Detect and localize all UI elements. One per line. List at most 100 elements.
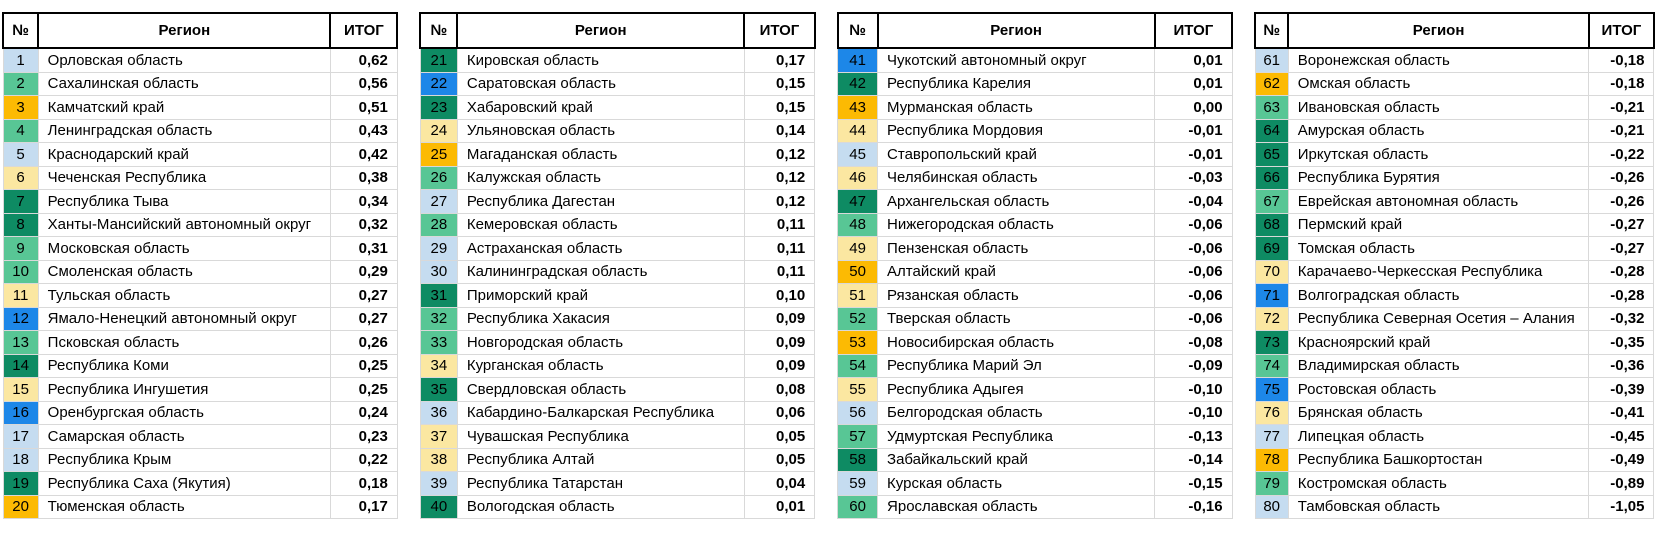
total-value-cell: -0,09	[1154, 353, 1233, 378]
rank-number-cell: 58	[837, 447, 879, 472]
table-row: 12 Ямало-Ненецкий автономный округ 0,27	[2, 306, 398, 331]
rank-number-cell: 41	[837, 48, 879, 73]
region-name-cell: Брянская область	[1287, 400, 1590, 425]
region-name-cell: Самарская область	[37, 424, 331, 449]
region-name-cell: Республика Северная Осетия – Алания	[1287, 306, 1590, 331]
table-row: 17 Самарская область 0,23	[2, 424, 398, 449]
total-value-cell: 0,12	[743, 189, 816, 214]
rank-number-cell: 25	[419, 142, 458, 167]
ranking-table-1-20: № Регион ИТОГ 1 Орловская область 0,62 2 Сах…	[1, 12, 399, 519]
rank-number-cell: 68	[1254, 212, 1289, 237]
rank-number-cell: 8	[2, 212, 39, 237]
total-value-cell: 0,00	[1154, 95, 1233, 120]
table-row: 10 Смоленская область 0,29	[2, 259, 398, 284]
total-value-cell: 0,01	[1154, 71, 1233, 96]
table-row: 75 Ростовская область -0,39	[1254, 377, 1655, 402]
region-name-cell: Ростовская область	[1287, 377, 1590, 402]
region-name-cell: Костромская область	[1287, 471, 1590, 496]
total-value-cell: -0,06	[1154, 236, 1233, 261]
total-value-cell: 0,42	[329, 142, 398, 167]
total-value-cell: 0,09	[743, 306, 816, 331]
region-name-cell: Республика Татарстан	[456, 471, 745, 496]
region-name-cell: Чукотский автономный округ	[877, 48, 1156, 73]
table-row: 53 Новосибирская область -0,08	[837, 330, 1233, 355]
total-value-cell: -0,10	[1154, 377, 1233, 402]
total-value-cell: 0,01	[1154, 48, 1233, 73]
ranking-table-41-60: № Регион ИТОГ 41 Чукотский автономный окр…	[836, 12, 1234, 519]
region-name-cell: Кабардино-Балкарская Республика	[456, 400, 745, 425]
total-value-cell: -0,39	[1588, 377, 1655, 402]
total-value-cell: 0,15	[743, 71, 816, 96]
table-row: 70 Карачаево-Черкесская Республика -0,28	[1254, 259, 1655, 284]
rank-number-cell: 33	[419, 330, 458, 355]
region-name-cell: Республика Дагестан	[456, 189, 745, 214]
total-value-cell: -0,28	[1588, 259, 1655, 284]
column-header-region: Регион	[876, 12, 1156, 49]
rank-number-cell: 72	[1254, 306, 1289, 331]
table-row: 31 Приморский край 0,10	[419, 283, 816, 308]
region-name-cell: Республика Тыва	[37, 189, 331, 214]
total-value-cell: -0,16	[1154, 494, 1233, 519]
rank-number-cell: 47	[837, 189, 879, 214]
table-row: 26 Калужская область 0,12	[419, 165, 816, 190]
rank-number-cell: 60	[837, 494, 879, 519]
region-name-cell: Ярославская область	[877, 494, 1156, 519]
table-row: 78 Республика Башкортостан -0,49	[1254, 447, 1655, 472]
region-name-cell: Камчатский край	[37, 95, 331, 120]
rank-number-cell: 50	[837, 259, 879, 284]
region-name-cell: Забайкальский край	[877, 447, 1156, 472]
table-row: 43 Мурманская область 0,00	[837, 95, 1233, 120]
total-value-cell: -0,36	[1588, 353, 1655, 378]
total-value-cell: 0,04	[743, 471, 816, 496]
table-row: 60 Ярославская область -0,16	[837, 494, 1233, 519]
region-name-cell: Оренбургская область	[37, 400, 331, 425]
rank-number-cell: 45	[837, 142, 879, 167]
region-name-cell: Архангельская область	[877, 189, 1156, 214]
region-name-cell: Сахалинская область	[37, 71, 331, 96]
total-value-cell: 0,23	[329, 424, 398, 449]
total-value-cell: 0,11	[743, 236, 816, 261]
region-name-cell: Орловская область	[37, 48, 331, 73]
table-row: 40 Вологодская область 0,01	[419, 494, 816, 519]
table-row: 74 Владимирская область -0,36	[1254, 353, 1655, 378]
region-name-cell: Республика Саха (Якутия)	[37, 471, 331, 496]
rank-number-cell: 77	[1254, 424, 1289, 449]
table-row: 38 Республика Алтай 0,05	[419, 447, 816, 472]
total-value-cell: 0,12	[743, 142, 816, 167]
column-header-number: №	[419, 12, 459, 49]
region-name-cell: Владимирская область	[1287, 353, 1590, 378]
table-row: 47 Архангельская область -0,04	[837, 189, 1233, 214]
table-row: 22 Саратовская область 0,15	[419, 71, 816, 96]
rank-number-cell: 63	[1254, 95, 1289, 120]
region-name-cell: Тамбовская область	[1287, 494, 1590, 519]
total-value-cell: -0,15	[1154, 471, 1233, 496]
total-value-cell: 0,31	[329, 236, 398, 261]
rank-number-cell: 11	[2, 283, 39, 308]
rank-number-cell: 80	[1254, 494, 1289, 519]
region-name-cell: Калининградская область	[456, 259, 745, 284]
table-row: 28 Кемеровская область 0,11	[419, 212, 816, 237]
table-row: 34 Курганская область 0,09	[419, 353, 816, 378]
region-name-cell: Астраханская область	[456, 236, 745, 261]
region-name-cell: Республика Хакасия	[456, 306, 745, 331]
rank-number-cell: 4	[2, 118, 39, 143]
table-row: 4 Ленинградская область 0,43	[2, 118, 398, 143]
total-value-cell: -0,89	[1588, 471, 1655, 496]
table-row: 73 Красноярский край -0,35	[1254, 330, 1655, 355]
total-value-cell: 0,05	[743, 447, 816, 472]
table-row: 35 Свердловская область 0,08	[419, 377, 816, 402]
table-row: 13 Псковская область 0,26	[2, 330, 398, 355]
rank-number-cell: 70	[1254, 259, 1289, 284]
total-value-cell: -0,27	[1588, 212, 1655, 237]
region-name-cell: Иркутская область	[1287, 142, 1590, 167]
total-value-cell: -0,49	[1588, 447, 1655, 472]
region-name-cell: Калужская область	[456, 165, 745, 190]
rank-number-cell: 18	[2, 447, 39, 472]
table-row: 59 Курская область -0,15	[837, 471, 1233, 496]
rank-number-cell: 27	[419, 189, 458, 214]
rank-number-cell: 56	[837, 400, 879, 425]
rank-number-cell: 74	[1254, 353, 1289, 378]
total-value-cell: -0,41	[1588, 400, 1655, 425]
rank-number-cell: 20	[2, 494, 39, 519]
region-name-cell: Ханты-Мансийский автономный округ	[37, 212, 331, 237]
